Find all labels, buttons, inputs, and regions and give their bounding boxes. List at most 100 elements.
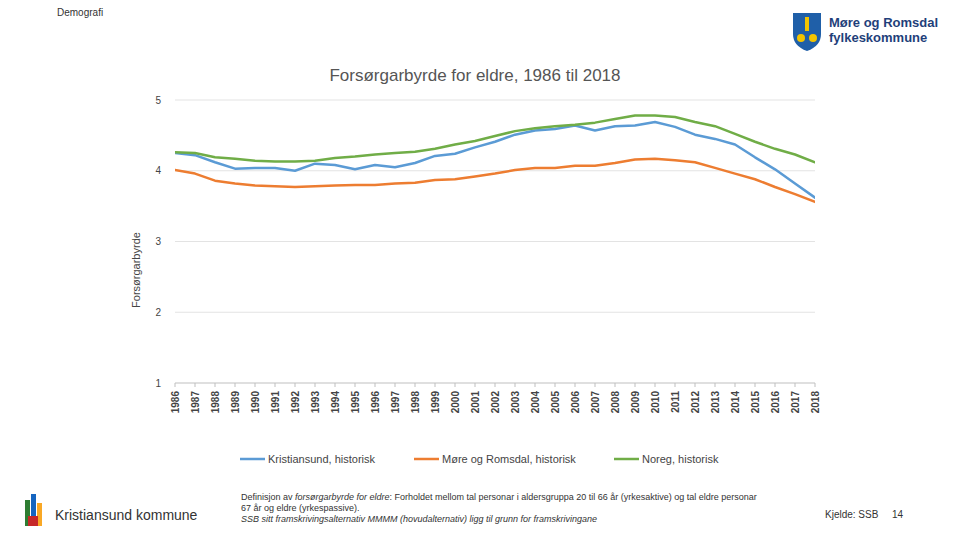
x-tick-label: 1998 bbox=[410, 391, 421, 414]
x-tick-label: 1986 bbox=[170, 391, 181, 414]
logo-mark bbox=[797, 34, 805, 42]
logo-mark bbox=[809, 34, 817, 42]
series-line bbox=[175, 116, 815, 163]
y-tick-label: 3 bbox=[155, 236, 161, 247]
note: SSB sitt framskrivingsalternativ MMMM (h… bbox=[241, 514, 766, 525]
x-tick-label: 2016 bbox=[770, 391, 781, 414]
x-tick bbox=[215, 383, 216, 387]
x-tick-label: 1995 bbox=[350, 391, 361, 414]
x-tick-label: 2004 bbox=[530, 391, 541, 414]
definition: Definisjon av forsørgarbyrde for eldre: … bbox=[241, 492, 766, 525]
x-tick bbox=[415, 383, 416, 387]
x-tick-label: 2014 bbox=[730, 391, 741, 414]
municipality-logo bbox=[25, 494, 42, 526]
x-tick-label: 2009 bbox=[630, 391, 641, 414]
county-logo bbox=[793, 13, 821, 51]
x-tick bbox=[235, 383, 236, 387]
logo-text: Møre og Romsdal bbox=[829, 15, 938, 30]
x-tick-label: 2012 bbox=[690, 391, 701, 414]
x-tick bbox=[535, 383, 536, 387]
x-tick bbox=[335, 383, 336, 387]
logo-bar bbox=[28, 516, 38, 526]
series-line bbox=[175, 159, 815, 202]
x-tick-label: 2018 bbox=[810, 391, 821, 414]
legend-label: Noreg, historisk bbox=[642, 453, 719, 465]
chart-title: Forsørgarbyrde for eldre, 1986 til 2018 bbox=[329, 66, 620, 85]
x-tick bbox=[735, 383, 736, 387]
x-tick-label: 2001 bbox=[470, 391, 481, 414]
logo-shield bbox=[793, 13, 821, 51]
x-tick bbox=[775, 383, 776, 387]
x-tick-label: 1997 bbox=[390, 391, 401, 414]
x-tick bbox=[455, 383, 456, 387]
legend-swatch bbox=[614, 458, 639, 461]
x-tick bbox=[275, 383, 276, 387]
x-tick-label: 2008 bbox=[610, 391, 621, 414]
x-tick bbox=[435, 383, 436, 387]
logo-text: fylkeskommune bbox=[829, 30, 927, 45]
definition-term: forsørgarbyrde for eldre bbox=[295, 492, 390, 502]
source: Kjelde: SSB bbox=[825, 509, 879, 520]
x-tick bbox=[315, 383, 316, 387]
x-tick bbox=[195, 383, 196, 387]
x-tick bbox=[395, 383, 396, 387]
x-tick bbox=[755, 383, 756, 387]
x-tick bbox=[815, 383, 816, 387]
definition-lead: Definisjon av bbox=[241, 492, 295, 502]
y-axis-label: Forsørgarbyrde bbox=[130, 232, 142, 308]
x-tick-label: 1988 bbox=[210, 391, 221, 414]
x-tick-label: 1987 bbox=[190, 391, 201, 414]
x-tick bbox=[295, 383, 296, 387]
x-tick-label: 2005 bbox=[550, 391, 561, 414]
page-number: 14 bbox=[892, 509, 904, 520]
x-tick bbox=[575, 383, 576, 387]
x-tick bbox=[615, 383, 616, 387]
x-tick bbox=[655, 383, 656, 387]
logo-mark bbox=[805, 17, 809, 31]
grid-line bbox=[175, 241, 815, 242]
x-tick-label: 2002 bbox=[490, 391, 501, 414]
x-tick bbox=[495, 383, 496, 387]
x-tick-label: 1989 bbox=[230, 391, 241, 414]
x-tick bbox=[675, 383, 676, 387]
x-tick-label: 2015 bbox=[750, 391, 761, 414]
x-tick bbox=[475, 383, 476, 387]
page: Demografi Møre og Romsdalfylkeskommune For… bbox=[0, 0, 960, 540]
grid-line bbox=[175, 100, 815, 101]
x-tick bbox=[255, 383, 256, 387]
x-tick-label: 2003 bbox=[510, 391, 521, 414]
y-tick-label: 1 bbox=[155, 378, 161, 389]
x-tick-label: 1990 bbox=[250, 391, 261, 414]
x-tick bbox=[175, 383, 176, 387]
x-tick-label: 2010 bbox=[650, 391, 661, 414]
x-tick-label: 2017 bbox=[790, 391, 801, 414]
x-tick bbox=[635, 383, 636, 387]
legend-swatch bbox=[414, 458, 439, 461]
y-tick-label: 2 bbox=[155, 307, 161, 318]
section-label: Demografi bbox=[57, 7, 103, 18]
x-tick-label: 1999 bbox=[430, 391, 441, 414]
x-tick-label: 2013 bbox=[710, 391, 721, 414]
x-tick-label: 2006 bbox=[570, 391, 581, 414]
x-tick-label: 2011 bbox=[670, 391, 681, 413]
legend-label: Kristiansund, historisk bbox=[268, 453, 375, 465]
x-tick bbox=[695, 383, 696, 387]
x-tick-label: 1996 bbox=[370, 391, 381, 414]
y-tick-label: 5 bbox=[155, 95, 161, 106]
x-tick bbox=[515, 383, 516, 387]
x-tick bbox=[355, 383, 356, 387]
x-tick bbox=[555, 383, 556, 387]
x-tick-label: 1994 bbox=[330, 391, 341, 414]
x-tick bbox=[715, 383, 716, 387]
legend-swatch bbox=[240, 458, 265, 461]
x-tick-label: 1992 bbox=[290, 391, 301, 414]
x-tick-label: 2007 bbox=[590, 391, 601, 414]
x-tick bbox=[595, 383, 596, 387]
x-tick-label: 2000 bbox=[450, 391, 461, 414]
x-tick-label: 1993 bbox=[310, 391, 321, 414]
legend-label: Møre og Romsdal, historisk bbox=[442, 453, 576, 465]
x-tick bbox=[375, 383, 376, 387]
footer-left: Kristiansund kommune bbox=[55, 507, 198, 523]
x-tick-label: 1991 bbox=[270, 391, 281, 414]
grid-line bbox=[175, 312, 815, 313]
